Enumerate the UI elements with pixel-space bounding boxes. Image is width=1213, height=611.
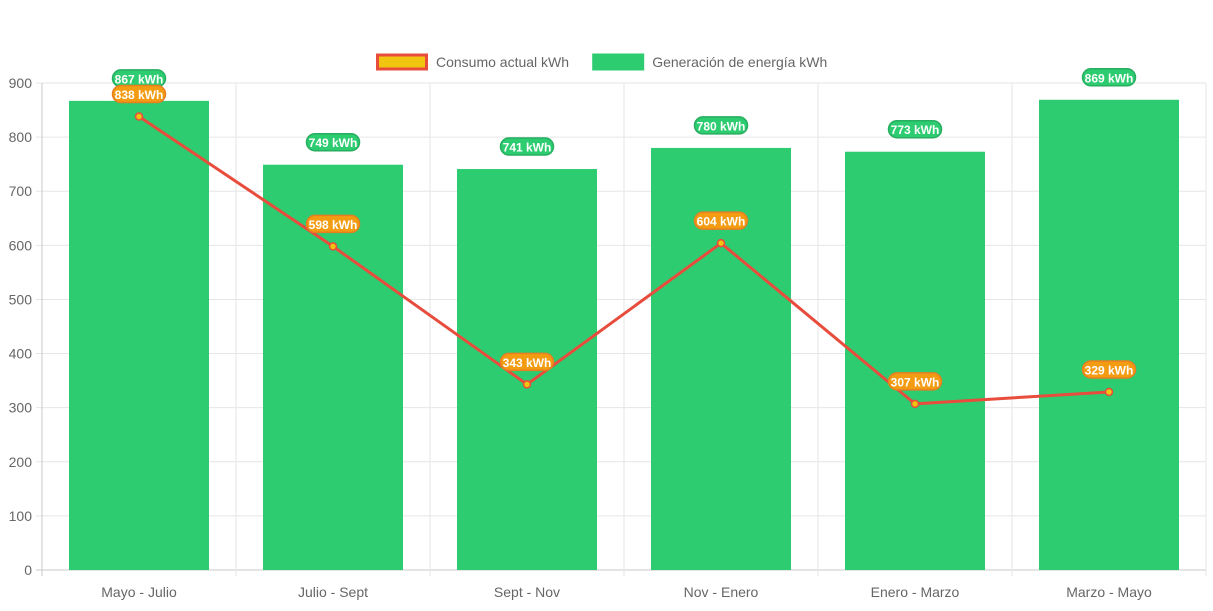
- legend-item-generacion[interactable]: Generación de energía kWh: [592, 53, 827, 71]
- bar-generacion: [845, 151, 985, 570]
- label-consumo-text: 307 kWh: [891, 375, 940, 389]
- label-consumo-text: 329 kWh: [1085, 363, 1134, 377]
- y-tick-label: 700: [9, 183, 33, 199]
- point-consumo: [522, 380, 532, 389]
- y-tick-label: 900: [9, 75, 33, 91]
- label-generacion-text: 749 kWh: [309, 136, 358, 150]
- label-generacion-text: 780 kWh: [697, 119, 746, 133]
- y-tick-label: 400: [9, 346, 33, 362]
- label-generacion-pill: [887, 119, 943, 139]
- point-consumo: [1104, 387, 1114, 397]
- y-tick-label: 500: [9, 291, 33, 307]
- x-tick-label: Sept - Nov: [494, 584, 560, 600]
- label-generacion-pill: [693, 116, 749, 135]
- bar-generacion: [1039, 99, 1179, 570]
- legend: Consumo actual kWh Generación de energía …: [376, 53, 827, 71]
- label-consumo-pill: [693, 211, 749, 230]
- grid-lines: [36, 82, 1207, 576]
- y-tick-label: 200: [9, 454, 33, 470]
- axes: 0 100 200 300 400 500 600 700 800 900 Mayo - Julio…: [9, 75, 1152, 600]
- x-tick-label: Mayo - Julio: [101, 584, 177, 600]
- label-consumo: 329 kWh: [1081, 360, 1137, 379]
- label-generacion: 773 kWh: [887, 119, 943, 139]
- x-tick-label: Nov - Enero: [684, 584, 759, 600]
- label-consumo-text: 604 kWh: [697, 215, 746, 229]
- label-generacion: 749 kWh: [305, 132, 361, 152]
- label-generacion: 741 kWh: [499, 137, 555, 156]
- label-consumo-pill: [499, 352, 555, 372]
- y-tick-label: 800: [9, 129, 33, 145]
- label-generacion-pill: [499, 137, 555, 156]
- data-labels: 867 kWh 749 kWh 741 kWh 780 kWh 773 kWh 869 k…: [111, 68, 1137, 391]
- y-tick-label: 0: [24, 562, 32, 578]
- label-generacion-text: 773 kWh: [891, 123, 940, 137]
- label-consumo-text: 598 kWh: [309, 218, 358, 232]
- bar-generacion: [69, 100, 209, 571]
- label-generacion-text: 867 kWh: [115, 72, 164, 86]
- label-consumo-pill: [887, 372, 943, 391]
- label-generacion: 780 kWh: [693, 116, 749, 135]
- label-generacion-text: 869 kWh: [1085, 71, 1134, 85]
- label-generacion-pill: [1081, 68, 1137, 87]
- label-consumo: 838 kWh: [111, 84, 167, 104]
- label-generacion-text: 741 kWh: [503, 141, 552, 155]
- label-consumo: 343 kWh: [499, 352, 555, 372]
- point-consumo: [716, 238, 726, 248]
- label-generacion-pill: [305, 132, 361, 152]
- label-consumo-text: 838 kWh: [115, 88, 164, 102]
- bar-generacion: [651, 147, 791, 570]
- line-consumo: [138, 115, 1110, 406]
- y-tick-label: 300: [9, 400, 33, 416]
- bar-series: [69, 99, 1179, 571]
- label-consumo: 307 kWh: [887, 372, 943, 391]
- legend-label: Generación de energía kWh: [652, 54, 827, 70]
- legend-swatch: [592, 53, 645, 71]
- legend-swatch: [376, 53, 428, 71]
- y-tick-label: 600: [9, 237, 33, 253]
- point-consumo: [134, 112, 144, 121]
- x-tick-label: Enero - Marzo: [871, 584, 960, 600]
- x-tick-label: Julio - Sept: [298, 584, 368, 600]
- y-tick-label: 100: [9, 508, 33, 524]
- label-consumo-pill: [305, 214, 361, 234]
- legend-label: Consumo actual kWh: [436, 54, 569, 70]
- label-generacion: 867 kWh: [111, 69, 167, 88]
- label-generacion: 869 kWh: [1081, 68, 1137, 87]
- legend-item-consumo[interactable]: Consumo actual kWh: [376, 53, 570, 71]
- point-consumo: [328, 242, 338, 251]
- label-consumo-pill: [111, 84, 167, 104]
- x-tick-label: Marzo - Mayo: [1066, 584, 1152, 600]
- line-series: [134, 112, 1114, 409]
- label-consumo: 604 kWh: [693, 211, 749, 230]
- label-consumo: 598 kWh: [305, 214, 361, 234]
- label-consumo-text: 343 kWh: [503, 356, 552, 370]
- point-consumo: [910, 399, 920, 409]
- label-consumo-pill: [1081, 360, 1137, 379]
